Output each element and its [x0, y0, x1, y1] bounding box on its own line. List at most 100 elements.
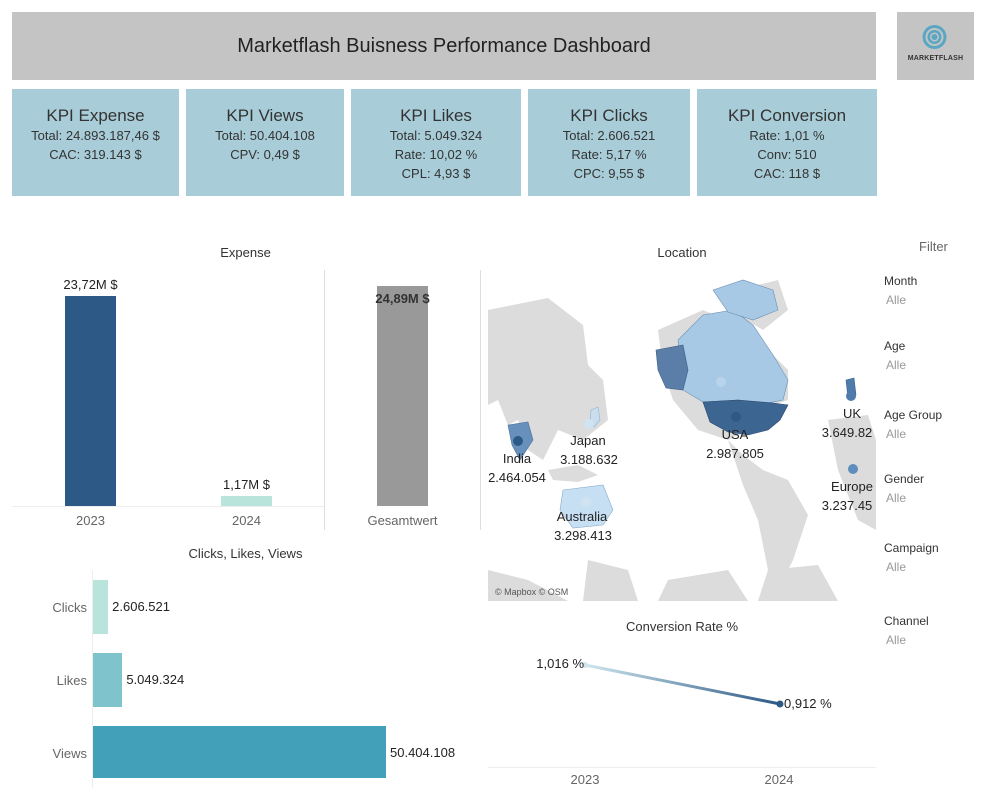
- engagement-bar-clicks[interactable]: [93, 580, 109, 634]
- engagement-category-label: Views: [52, 746, 87, 761]
- expense-bar-label: 23,72M $: [63, 277, 118, 293]
- conversion-point-label: 0,912 %: [784, 696, 832, 711]
- engagement-category-label: Clicks: [52, 600, 87, 615]
- expense-divider: [480, 270, 481, 530]
- marker-europe: [848, 464, 858, 474]
- marker-uk: [846, 391, 856, 401]
- kpi-line: Total: 50.404.108: [215, 128, 315, 143]
- kpi-title: KPI Expense: [46, 106, 145, 125]
- logo-text: MARKETFLASH: [907, 55, 964, 62]
- kpi-title: KPI Likes: [400, 106, 472, 125]
- map-label-usa-name: USA: [721, 427, 749, 442]
- filter-value[interactable]: Alle: [886, 560, 907, 574]
- conversion-point-2024: [776, 700, 784, 708]
- kpi-line: Rate: 10,02 %: [394, 147, 478, 162]
- expense-bar-label: 1,17M $: [223, 476, 270, 492]
- filter-value[interactable]: Alle: [886, 293, 907, 307]
- kpi-card-clicks: KPI Clicks Total: 2.606.521 Rate: 5,17 %…: [528, 89, 690, 196]
- conversion-point-2023: [582, 662, 588, 668]
- filter-month[interactable]: Month Alle: [884, 274, 994, 307]
- map-label-australia-name: Australia: [556, 509, 608, 524]
- conversion-category-label: 2023: [570, 772, 600, 787]
- dashboard-title-bar: Marketflash Buisness Performance Dashboa…: [12, 12, 876, 80]
- engagement-bar-label: 5.049.324: [126, 672, 185, 687]
- expense-category-label: 2024: [232, 513, 261, 528]
- map-label-japan-name: Japan: [570, 433, 606, 448]
- kpi-line: CPV: 0,49 $: [230, 147, 300, 162]
- map-label-usa-value: 2.987.805: [706, 446, 764, 461]
- map-label-europe-value: 3.237.45: [821, 498, 873, 513]
- engagement-chart-title: Clicks, Likes, Views: [188, 546, 303, 561]
- kpi-line: Conv: 510: [757, 147, 817, 162]
- expense-category-label: 2023: [76, 513, 105, 528]
- marker-japan: [584, 419, 594, 429]
- marker-australia: [581, 497, 591, 507]
- filter-label: Month: [884, 274, 918, 288]
- kpi-title: KPI Clicks: [570, 106, 648, 125]
- engagement-bar-label: 2.606.521: [112, 599, 170, 614]
- conversion-line-chart[interactable]: [488, 640, 876, 770]
- conversion-category-label: 2024: [764, 772, 794, 787]
- engagement-bar-views[interactable]: [93, 726, 386, 778]
- conversion-baseline: [488, 767, 876, 768]
- kpi-line: Rate: 1,01 %: [749, 128, 825, 143]
- kpi-line: Total: 2.606.521: [562, 128, 656, 143]
- filter-age[interactable]: Age Alle: [884, 339, 994, 372]
- filter-value[interactable]: Alle: [886, 491, 907, 505]
- kpi-card-views: KPI Views Total: 50.404.108 CPV: 0,49 $: [186, 89, 344, 196]
- country-canada-islands: [712, 279, 779, 321]
- marker-india: [513, 436, 523, 446]
- expense-bar-2023[interactable]: [65, 296, 116, 506]
- kpi-title: KPI Conversion: [727, 106, 847, 125]
- expense-chart-title: Expense: [220, 245, 271, 260]
- map-label-europe-name: Europe: [831, 479, 873, 494]
- kpi-line: Rate: 5,17 %: [571, 147, 647, 162]
- filter-value[interactable]: Alle: [886, 633, 907, 647]
- kpi-line: Total: 24.893.187,46 $: [31, 128, 160, 143]
- kpi-line: CAC: 319.143 $: [49, 147, 142, 162]
- kpi-line: Total: 5.049.324: [389, 128, 483, 143]
- marker-usa: [731, 412, 741, 422]
- country-canada: [677, 309, 789, 406]
- kpi-title: KPI Views: [226, 106, 304, 125]
- filter-label: Gender: [884, 472, 925, 486]
- kpi-line: CAC: 118 $: [753, 166, 821, 181]
- logo-icon: [922, 25, 947, 49]
- filter-channel[interactable]: Channel Alle: [884, 614, 994, 647]
- engagement-bar-label: 50.404.108: [390, 745, 456, 760]
- filter-label: Channel: [884, 614, 929, 628]
- filter-campaign[interactable]: Campaign Alle: [884, 541, 994, 574]
- expense-bar-total[interactable]: [377, 286, 428, 506]
- filter-panel-title: Filter: [919, 239, 948, 254]
- world-map-svg: [488, 279, 876, 601]
- filter-gender[interactable]: Gender Alle: [884, 472, 994, 505]
- kpi-card-likes: KPI Likes Total: 5.049.324 Rate: 10,02 %…: [351, 89, 521, 196]
- filter-label: Age: [884, 339, 906, 353]
- filter-value[interactable]: Alle: [886, 358, 907, 372]
- marker-canada: [716, 377, 726, 387]
- expense-total-category: Gesamtwert: [367, 513, 438, 528]
- logo: MARKETFLASH: [897, 12, 974, 80]
- filter-value[interactable]: Alle: [886, 427, 907, 441]
- kpi-line: CPC: 9,55 $: [573, 166, 645, 181]
- kpi-card-conversion: KPI Conversion Rate: 1,01 % Conv: 510 CA…: [697, 89, 877, 196]
- map-label-uk-value: 3.649.82: [821, 425, 873, 440]
- conversion-point-label: 1,016 %: [536, 656, 584, 671]
- map-label-japan-value: 3.188.632: [560, 452, 618, 467]
- location-map[interactable]: © Mapbox © OSM: [488, 270, 876, 601]
- map-label-australia-value: 3.298.413: [554, 528, 612, 543]
- kpi-line: CPL: 4,93 $: [401, 166, 471, 181]
- expense-bar-2024[interactable]: [221, 495, 272, 506]
- location-map-title: Location: [657, 245, 707, 260]
- map-label-uk-name: UK: [842, 406, 862, 421]
- country-usa: [702, 399, 789, 436]
- map-label-india-value: 2.464.054: [488, 470, 546, 485]
- expense-total-label: 24,89M $: [375, 291, 430, 306]
- country-alaska: [655, 344, 689, 391]
- engagement-axis: [92, 570, 93, 788]
- map-attribution: © Mapbox © OSM: [495, 587, 569, 597]
- filter-age-group[interactable]: Age Group Alle: [884, 408, 994, 441]
- engagement-category-label: Likes: [56, 673, 87, 688]
- expense-divider: [324, 270, 325, 530]
- engagement-bar-likes[interactable]: [93, 653, 123, 707]
